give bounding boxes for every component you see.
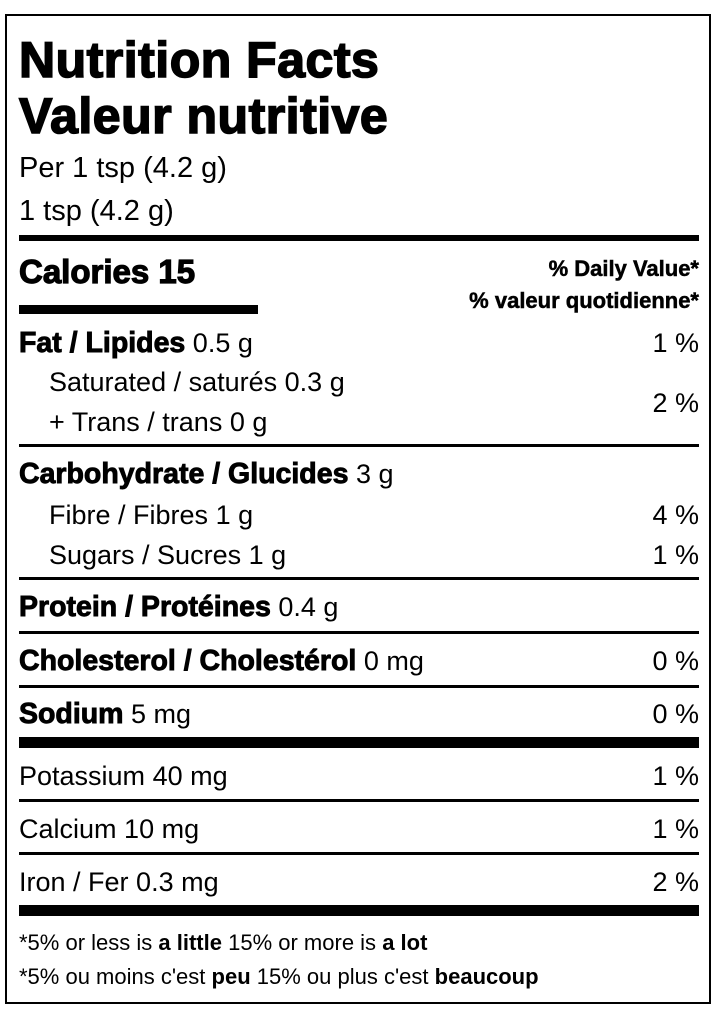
cholesterol-label: Cholesterol / Cholestérol (19, 645, 357, 678)
footnote-en-text: 15% or more is (228, 930, 377, 955)
calcium-label: Calcium (19, 814, 117, 844)
divider (19, 685, 699, 688)
trans-label: + Trans / trans (49, 407, 223, 437)
calories-label: Calories (18, 252, 150, 290)
iron-dv: 2 % (652, 867, 699, 897)
protein-label: Protein / Protéines (19, 591, 272, 624)
calories: Calories 15 (18, 252, 196, 292)
serving-size-1: Per 1 tsp (4.2 g) (19, 152, 227, 184)
saturated-label: Saturated / saturés (49, 367, 278, 397)
thick-divider (19, 905, 699, 916)
footnote-fr-peu: peu (211, 964, 251, 989)
footnote-fr-text: 15% ou plus c'est (256, 964, 429, 989)
sat-trans-dv: 2 % (652, 388, 699, 418)
sugars-dv: 1 % (652, 540, 699, 570)
fat-amount: 0.5 g (192, 328, 253, 358)
serving-size-2: 1 tsp (4.2 g) (19, 195, 174, 227)
title-en: Nutrition Facts (18, 31, 380, 89)
fibre-label: Fibre / Fibres (49, 500, 209, 530)
carbohydrate-label: Carbohydrate / Glucides (19, 458, 349, 491)
footnote-fr: *5% ou moins c'est peu 15% ou plus c'est… (19, 962, 539, 992)
iron-label: Iron / Fer (19, 867, 129, 897)
row-carbohydrate: Carbohydrate / Glucides 3 g (19, 456, 699, 492)
carbohydrate-amount: 3 g (355, 459, 394, 489)
potassium-dv: 1 % (652, 761, 699, 791)
nutrition-label-border (5, 14, 711, 1004)
footnote-en: *5% or less is a little 15% or more is a… (19, 928, 427, 958)
footnote-fr-beaucoup: beaucoup (434, 964, 539, 989)
potassium-label: Potassium (19, 761, 146, 791)
sodium-amount: 5 mg (131, 699, 192, 729)
calories-underline (19, 305, 258, 314)
sugars-amount: 1 g (248, 540, 287, 570)
sodium-label: Sodium (19, 698, 124, 731)
divider (19, 444, 699, 447)
sugars-label: Sugars / Sucres (49, 540, 242, 570)
cholesterol-dv: 0 % (652, 646, 699, 676)
footnote-en-lot: a lot (382, 930, 428, 955)
daily-value-en: % Daily Value* (548, 256, 699, 282)
daily-value-fr: % valeur quotidienne* (469, 288, 699, 314)
fat-dv: 1 % (652, 328, 699, 358)
fibre-dv: 4 % (652, 500, 699, 530)
thick-divider (19, 737, 699, 748)
saturated-amount: 0.3 g (284, 367, 345, 397)
row-potassium: Potassium 40 mg 1 % (19, 758, 699, 794)
iron-amount: 0.3 mg (136, 867, 219, 897)
cholesterol-amount: 0 mg (363, 646, 424, 676)
footnote-fr-text: *5% ou moins c'est (19, 964, 206, 989)
sodium-dv: 0 % (652, 699, 699, 729)
calories-value: 15 (158, 252, 196, 290)
footnote-en-text: *5% or less is (19, 930, 153, 955)
row-calcium: Calcium 10 mg 1 % (19, 811, 699, 847)
fibre-amount: 1 g (215, 500, 254, 530)
row-sugars: Sugars / Sucres 1 g 1 % (19, 537, 699, 573)
row-sat-trans-dv: 2 % (19, 385, 699, 421)
row-sodium: Sodium 5 mg 0 % (19, 696, 699, 732)
divider (19, 577, 699, 580)
row-protein: Protein / Protéines 0.4 g (19, 589, 699, 625)
potassium-amount: 40 mg (152, 761, 228, 791)
title-fr: Valeur nutritive (18, 87, 389, 145)
calcium-amount: 10 mg (124, 814, 200, 844)
row-iron: Iron / Fer 0.3 mg 2 % (19, 864, 699, 900)
row-trans: + Trans / trans 0 g (19, 404, 699, 440)
fat-label: Fat / Lipides (19, 327, 186, 360)
footnote-en-little: a little (158, 930, 222, 955)
calcium-dv: 1 % (652, 814, 699, 844)
trans-amount: 0 g (229, 407, 268, 437)
row-saturated: Saturated / saturés 0.3 g (19, 364, 699, 400)
divider (19, 799, 699, 802)
thick-divider (19, 235, 699, 241)
row-fibre: Fibre / Fibres 1 g 4 % (19, 497, 699, 533)
row-fat: Fat / Lipides 0.5 g 1 % (19, 325, 699, 361)
row-cholesterol: Cholesterol / Cholestérol 0 mg 0 % (19, 643, 699, 679)
divider (19, 631, 699, 634)
divider (19, 852, 699, 855)
protein-amount: 0.4 g (278, 592, 339, 622)
